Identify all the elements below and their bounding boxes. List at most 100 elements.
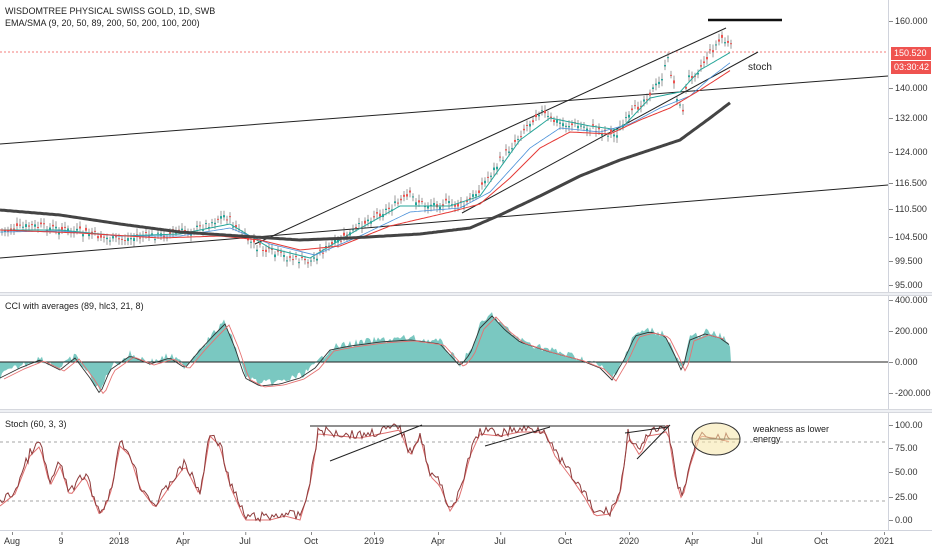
- candle-body: [220, 216, 222, 219]
- candle-body: [547, 115, 549, 117]
- price-tick: 95.000: [889, 280, 923, 290]
- price-chart-canvas[interactable]: [0, 0, 888, 293]
- price-pane[interactable]: WISDOMTREE PHYSICAL SWISS GOLD, 1D, SWB …: [0, 0, 932, 293]
- candle-body: [727, 40, 729, 43]
- cci-axis[interactable]: 400.000 200.000 0.000 -200.000: [888, 295, 932, 409]
- candle-body: [271, 248, 273, 250]
- candle-body: [37, 227, 39, 229]
- time-axis[interactable]: Aug 9 2018 Apr Jul Oct 2019 Apr Jul Oct …: [0, 530, 932, 551]
- channel-upper-line: [254, 27, 727, 245]
- candle-body: [673, 80, 675, 84]
- candle-body: [517, 138, 519, 140]
- candle-body: [124, 240, 126, 242]
- candle-body: [232, 226, 234, 228]
- candle-body: [169, 232, 171, 234]
- stoch-rising-trendline-4: [624, 426, 669, 434]
- candle-body: [490, 175, 492, 177]
- candle-body: [133, 238, 135, 242]
- candle-body: [613, 134, 615, 137]
- stoch-axis[interactable]: 100.00 75.00 50.00 25.00 0.00: [888, 413, 932, 530]
- candle-body: [571, 123, 573, 126]
- stoch-chart-canvas[interactable]: [0, 413, 888, 530]
- candle-body: [664, 64, 666, 67]
- candle-body: [625, 117, 627, 119]
- candle-body: [343, 232, 345, 236]
- candle-body: [628, 114, 630, 118]
- candle-body: [472, 194, 474, 197]
- candle-body: [493, 167, 495, 171]
- pane-separator[interactable]: [0, 409, 932, 413]
- candle-body: [145, 232, 147, 234]
- cci-chart-canvas[interactable]: [0, 296, 888, 409]
- candle-body: [202, 229, 204, 231]
- candle-body: [4, 230, 6, 232]
- candle-body: [637, 106, 639, 110]
- pane-separator[interactable]: [0, 292, 932, 296]
- candle-body: [544, 110, 546, 114]
- candle-body: [514, 139, 516, 142]
- price-plot[interactable]: WISDOMTREE PHYSICAL SWISS GOLD, 1D, SWB …: [0, 0, 888, 293]
- candle-body: [373, 216, 375, 218]
- candle-body: [100, 235, 102, 238]
- stoch-plot[interactable]: Stoch (60, 3, 3) weakness as lower energ…: [0, 413, 888, 530]
- candle-body: [526, 124, 528, 126]
- stoch-legend: Stoch (60, 3, 3): [5, 419, 67, 429]
- price-axis[interactable]: 160.000 140.000 132.000 124.000 116.500 …: [888, 0, 932, 293]
- candle-body: [583, 126, 585, 128]
- candle-body: [499, 156, 501, 158]
- candle-body: [280, 251, 282, 253]
- stoch-pane[interactable]: Stoch (60, 3, 3) weakness as lower energ…: [0, 413, 932, 530]
- candle-body: [658, 81, 660, 85]
- candle-body: [376, 212, 378, 214]
- candle-body: [586, 128, 588, 132]
- candle-body: [385, 208, 387, 210]
- bar-countdown-badge: 03:30:42: [891, 61, 931, 74]
- candle-body: [154, 239, 156, 241]
- candle-body: [454, 204, 456, 207]
- price-tick: 116.500: [889, 178, 927, 188]
- candle-body: [265, 249, 267, 252]
- candle-body: [19, 224, 21, 226]
- candle-body: [184, 229, 186, 232]
- time-label: 2021: [873, 532, 895, 546]
- candle-body: [445, 198, 447, 201]
- candle-body: [442, 204, 444, 206]
- candle-body: [130, 238, 132, 240]
- candle-body: [367, 219, 369, 222]
- candle-body: [577, 125, 579, 129]
- candle-body: [724, 42, 726, 44]
- stoch-tick: 100.00: [889, 420, 923, 430]
- candle-body: [334, 239, 336, 243]
- candle-body: [730, 43, 732, 45]
- cci-plot[interactable]: CCI with averages (89, hlc3, 21, 8): [0, 296, 888, 409]
- candle-body: [217, 218, 219, 220]
- candle-body: [400, 198, 402, 201]
- candle-body: [475, 194, 477, 197]
- candle-body: [127, 238, 129, 241]
- candle-body: [55, 226, 57, 229]
- candle-body: [532, 120, 534, 123]
- candle-body: [67, 228, 69, 232]
- candle-body: [82, 234, 84, 237]
- candle-body: [634, 105, 636, 107]
- candle-body: [682, 109, 684, 112]
- candle-body: [568, 125, 570, 128]
- candle-body: [601, 133, 603, 136]
- candle-body: [16, 223, 18, 227]
- candle-body: [712, 50, 714, 53]
- candle-body: [253, 239, 255, 243]
- price-tick: 99.500: [889, 256, 923, 266]
- candle-body: [25, 224, 27, 228]
- candle-body: [397, 202, 399, 204]
- candle-body: [325, 246, 327, 248]
- stoch-rising-trendline-3: [636, 424, 671, 460]
- candle-body: [322, 252, 324, 254]
- candle-body: [457, 203, 459, 207]
- stoch-tick: 50.00: [889, 467, 918, 477]
- candle-body: [28, 225, 30, 227]
- candle-body: [34, 224, 36, 227]
- candle-body: [469, 197, 471, 200]
- candle-body: [64, 226, 66, 228]
- candle-body: [448, 201, 450, 204]
- cci-pane[interactable]: CCI with averages (89, hlc3, 21, 8) 400.…: [0, 295, 932, 409]
